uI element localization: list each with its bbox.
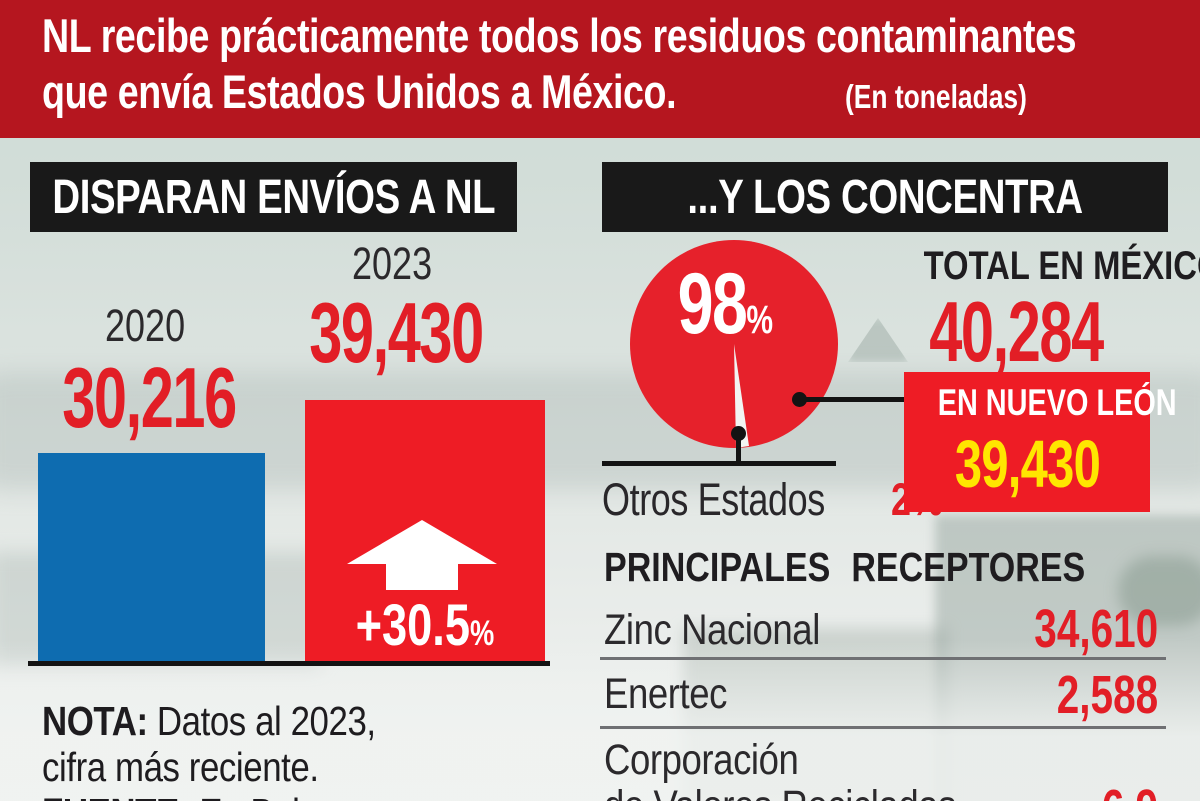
percent-change-value: +30.5 <box>355 593 471 658</box>
table-row-value: 6,9 <box>940 778 1158 801</box>
unit-note: (En toneladas) <box>844 78 1027 115</box>
right-section-header: ...Y LOS CONCENTRA <box>602 162 1168 232</box>
percent-sign: % <box>470 614 495 653</box>
nuevo-leon-label: EN NUEVO LEÓN <box>937 382 1177 423</box>
note-label: NOTA: <box>42 698 148 744</box>
table-row-label-line2: de Valores Recicladas <box>604 782 1018 801</box>
left-section-title: DISPARAN ENVÍOS A NL <box>52 170 495 224</box>
headline-banner: NL recibe prácticamente todos los residu… <box>0 0 1200 138</box>
otros-estados-row: Otros Estados 2% <box>602 474 956 526</box>
callout-line-otros <box>602 461 836 466</box>
percent-change: +30.5% <box>305 592 545 659</box>
callout-stem-otros <box>736 433 741 465</box>
source-label: FUENTE: <box>42 790 190 801</box>
total-mexico-value: 40,284 <box>928 285 1104 380</box>
headline-line1: NL recibe prácticamente todos los residu… <box>42 9 1077 62</box>
table-row-value: 34,610 <box>1034 599 1158 659</box>
nuevo-leon-value: 39,430 <box>954 427 1100 502</box>
bar-label-2023: 2023 <box>351 238 433 289</box>
source-line: FUENTE: En Balance <box>42 790 374 801</box>
table-row-label: Zinc Nacional <box>604 606 820 654</box>
bar-value-2020: 30,216 <box>62 351 237 446</box>
receptores-title: PRINCIPALES RECEPTORES <box>604 544 1086 590</box>
otros-estados-label: Otros Estados <box>602 474 825 525</box>
nuevo-leon-callout-box: EN NUEVO LEÓN 39,430 <box>904 372 1177 512</box>
left-section-header: DISPARAN ENVÍOS A NL <box>30 162 517 232</box>
arrow-up-icon <box>347 520 497 590</box>
chart-baseline <box>28 661 550 666</box>
bar-value-2023: 39,430 <box>309 286 484 381</box>
bar-2020 <box>38 453 265 663</box>
pie-chart <box>630 240 838 448</box>
row-divider <box>600 726 1166 729</box>
bar-label-2020: 2020 <box>104 300 186 351</box>
callout-line-nuevo-leon <box>799 397 907 402</box>
note-line2: cifra más reciente. <box>42 744 319 790</box>
table-row-value: 2,588 <box>1056 665 1158 725</box>
table-row-label: Enertec <box>604 670 727 718</box>
row-divider <box>600 657 1166 660</box>
pie-main-percent: 98% <box>678 256 773 352</box>
note-line1: NOTA: Datos al 2023, <box>42 698 376 744</box>
headline-line2: que envía Estados Unidos a México. <box>42 65 677 118</box>
right-section-title: ...Y LOS CONCENTRA <box>687 170 1083 224</box>
table-row-label: Corporación <box>604 736 799 784</box>
total-mexico-label: TOTAL EN MÉXICO <box>923 244 1200 288</box>
